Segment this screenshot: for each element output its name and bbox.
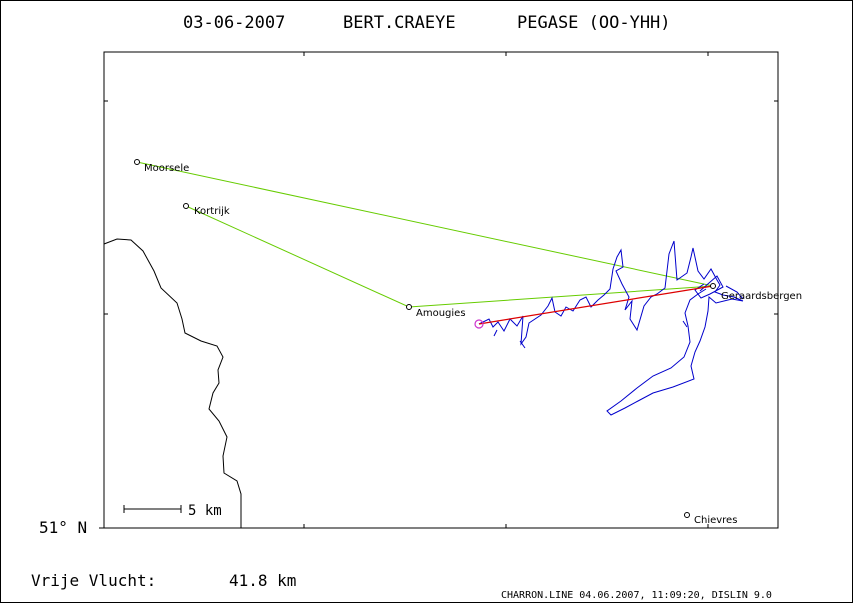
marker-geraardsbergen xyxy=(710,283,716,289)
latitude-label: 51° N xyxy=(39,518,87,537)
title-pilot: BERT.CRAEYE xyxy=(343,13,456,33)
flight-track-detail xyxy=(493,275,744,349)
marker-kortrijk xyxy=(183,203,189,209)
marker-moorsele xyxy=(134,159,140,165)
distance-value: 41.8 km xyxy=(229,571,296,590)
label-chievres: Chievres xyxy=(694,515,737,526)
straight-distance-line xyxy=(478,285,714,325)
frame-ticks xyxy=(99,52,778,529)
flight-track xyxy=(478,240,744,416)
label-amougies: Amougies xyxy=(416,308,466,319)
scale-bar xyxy=(123,505,182,513)
border-line xyxy=(103,238,242,528)
title-date: 03-06-2007 xyxy=(183,13,285,33)
scale-label: 5 km xyxy=(188,503,222,519)
map-frame xyxy=(103,51,779,529)
title-glider: PEGASE (OO-YHH) xyxy=(517,13,671,33)
label-geraardsbergen: Geraardsbergen xyxy=(721,291,802,302)
distance-label: Vrije Vlucht: xyxy=(31,571,156,590)
planned-route xyxy=(136,161,714,308)
credit-line: CHARRON.LINE 04.06.2007, 11:09:20, DISLI… xyxy=(501,590,772,601)
label-moorsele: Moorsele xyxy=(144,163,189,174)
marker-amougies xyxy=(406,304,412,310)
start-marker xyxy=(474,319,484,329)
marker-chievres xyxy=(684,512,690,518)
label-kortrijk: Kortrijk xyxy=(194,206,230,217)
